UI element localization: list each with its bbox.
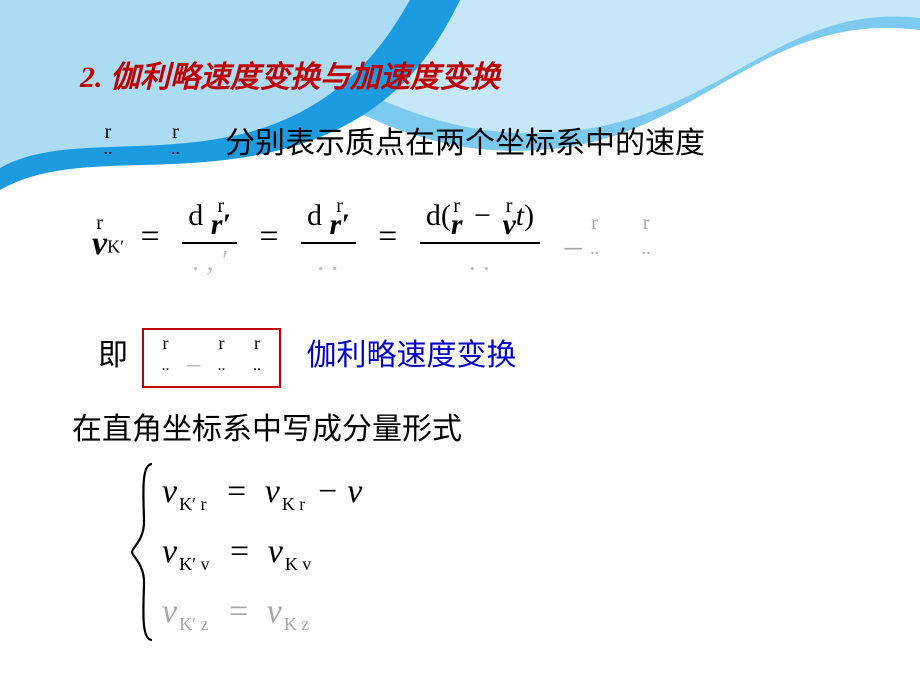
row3-rhs-v: v — [267, 593, 282, 630]
f1-var: r′ — [211, 208, 231, 241]
box-over-3: r — [253, 334, 261, 352]
left-brace-icon — [130, 462, 156, 642]
row3-lhs-sub: K′ z — [179, 614, 208, 634]
content-layer: 2. 伽利略速度变换与加速度变换 r .. r .. 分别表示质点在两个坐标系中… — [0, 0, 920, 690]
lhs-var: v — [92, 225, 107, 262]
title-number: 2. — [80, 61, 103, 94]
box-sym-1: r .. — [162, 334, 170, 376]
row3-rhs-sub: K z — [284, 614, 310, 634]
frac-1: d rr′ . , ′ — [182, 196, 237, 278]
box-dots-2: .. — [218, 357, 226, 374]
f3-open: d( — [426, 199, 451, 232]
row1-lhs-sub: K′ r — [179, 494, 206, 514]
box-sym-2: r .. — [218, 334, 226, 376]
row3-eq: = — [229, 593, 248, 630]
f2-d: d — [307, 199, 322, 232]
row3-lhs-v: v — [162, 593, 177, 630]
slide: 2. 伽利略速度变换与加速度变换 r .. r .. 分别表示质点在两个坐标系中… — [0, 0, 920, 690]
vectors-intro-line: r .. r .. 分别表示质点在两个坐标系中的速度 — [78, 118, 705, 162]
row1-lhs-v: v — [162, 473, 177, 510]
lhs-vk: r v — [92, 213, 107, 261]
tail-over-1: r — [590, 213, 599, 233]
lhs-sub: K′ — [107, 237, 124, 257]
component-intro: 在直角坐标系中写成分量形式 — [72, 404, 462, 448]
section-title: 2. 伽利略速度变换与加速度变换 — [80, 52, 500, 96]
equation-column: vK′ r = vK r − v vK′ v = vK v vK′ z = vK… — [162, 462, 362, 642]
vec-dots-2: .. — [146, 138, 206, 159]
row2-lhs-sub: K′ v — [179, 554, 209, 574]
row1-rhs-sub: K r — [282, 494, 306, 514]
frac-3: d(rr − rvt) . . — [420, 196, 540, 278]
box-dots-1: .. — [162, 357, 170, 374]
boxed-prefix: 即 — [98, 339, 128, 372]
f1-d: d — [188, 199, 203, 232]
box-dots-3: .. — [253, 357, 261, 374]
eq-2: = — [259, 218, 278, 255]
tail-over-2: r — [642, 213, 651, 233]
vector-symbol-2: r .. — [146, 121, 206, 159]
title-text: 伽利略速度变换与加速度变换 — [110, 61, 500, 94]
eq-3: = — [378, 218, 397, 255]
vector-symbol-1: r .. — [78, 121, 138, 159]
f3-t: t — [516, 199, 524, 232]
row2-eq: = — [230, 533, 249, 570]
row1-tail: − v — [307, 473, 362, 510]
derivation-equation: r v K′ = d rr′ . , ′ = d rr′ . . = — [92, 196, 651, 278]
tail-dots-1: .. — [590, 238, 599, 258]
frac-2: d rr′ . . — [301, 196, 356, 278]
f2-var: r′ — [330, 208, 350, 241]
f3-v2: v — [502, 208, 515, 241]
eq-1: = — [141, 218, 160, 255]
box-op-1: _ — [187, 340, 200, 369]
row2-rhs-v: v — [268, 533, 283, 570]
eq-row-x: vK′ r = vK r − v — [162, 462, 362, 522]
eq-row-z: vK′ z = vK z — [162, 582, 362, 642]
box-over-2: r — [218, 334, 226, 352]
row1-rhs-v: v — [265, 473, 280, 510]
f3-v1: r — [451, 208, 463, 241]
f3-close: ) — [524, 199, 534, 232]
boxed-label: 伽利略速度变换 — [307, 339, 517, 372]
row1-eq: = — [227, 473, 246, 510]
boxed-result-line: 即 r .. _ r .. r .. 伽利略速度变换 — [98, 328, 517, 388]
f3-minus: − — [474, 199, 491, 232]
tail-faded: _ r.. r.. — [565, 216, 651, 253]
row2-rhs-sub: K v — [285, 554, 312, 574]
result-box: r .. _ r .. r .. — [142, 328, 282, 388]
tail-dots-2: .. — [642, 238, 651, 258]
box-sym-3: r .. — [253, 334, 261, 376]
eq-row-y: vK′ v = vK v — [162, 522, 362, 582]
intro-text: 分别表示质点在两个坐标系中的速度 — [225, 118, 705, 162]
vec-dots-1: .. — [78, 138, 138, 159]
box-over-1: r — [162, 334, 170, 352]
row2-lhs-v: v — [162, 533, 177, 570]
